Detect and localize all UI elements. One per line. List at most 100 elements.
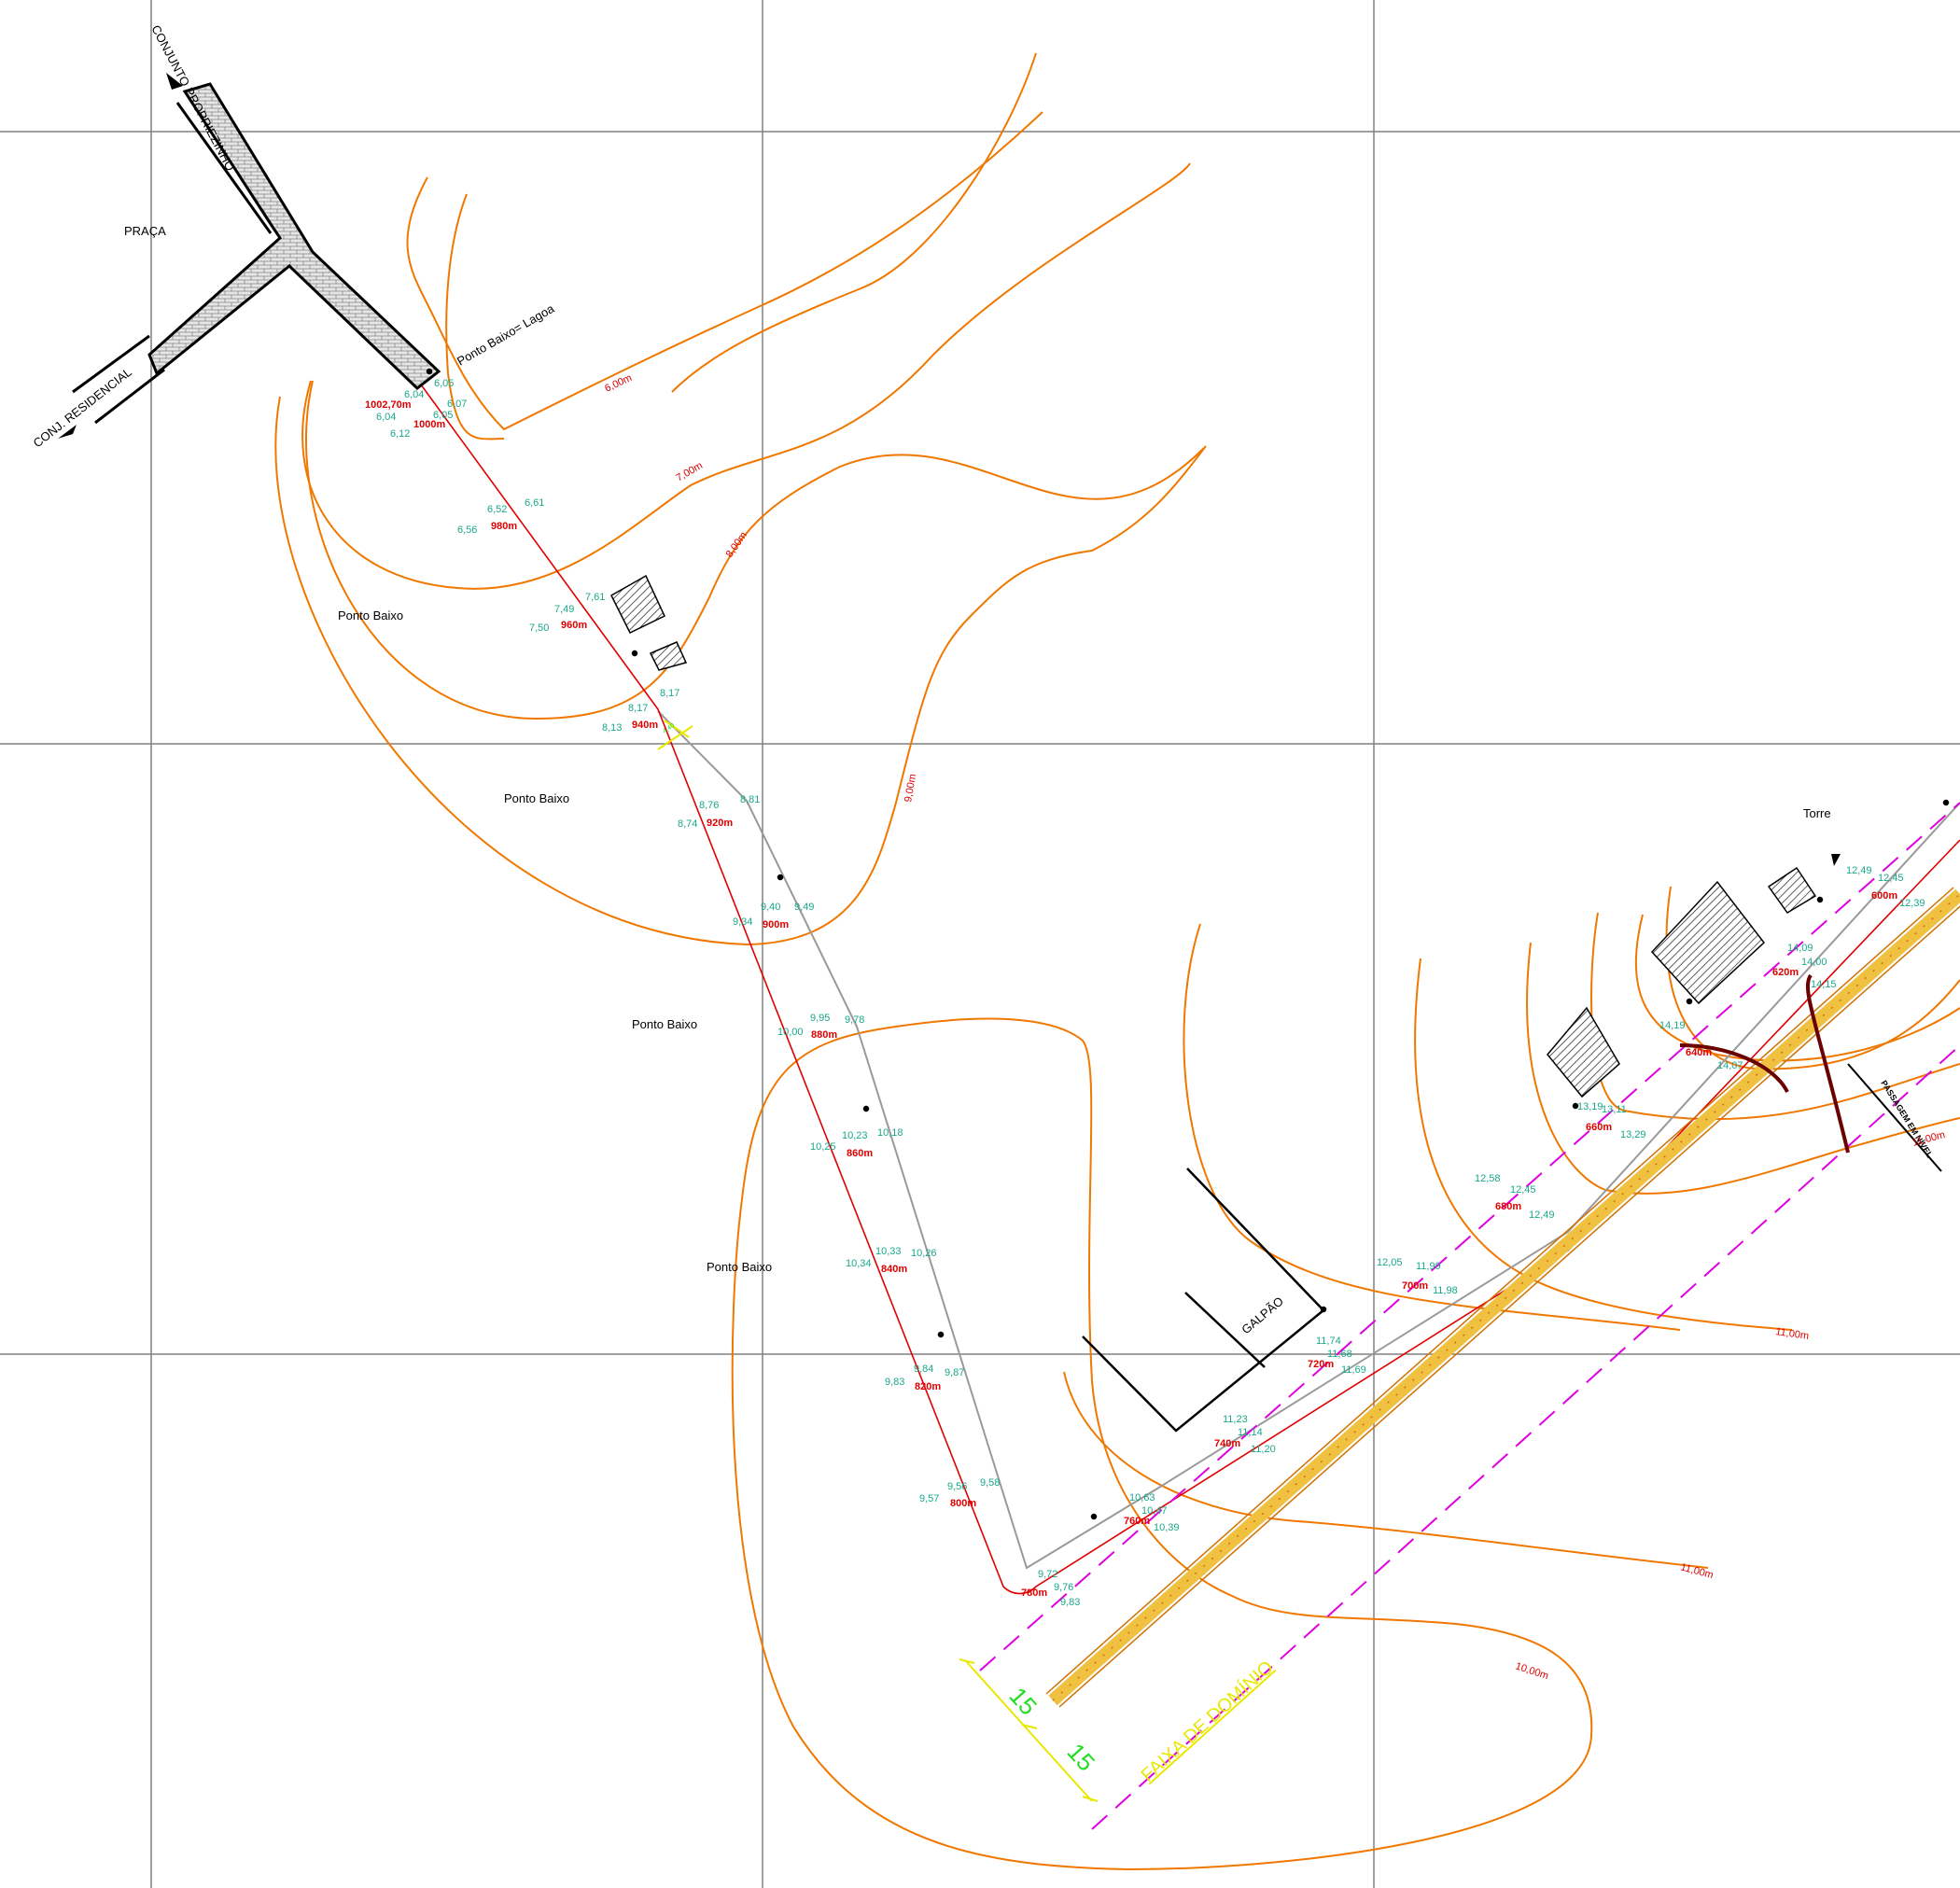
elevation-label: 9,58 [980, 1477, 1000, 1489]
ponto-baixo-label-3: Ponto Baixo [632, 1017, 697, 1031]
elevation-label: 9,49 [794, 902, 814, 913]
contour-label-9: 9,00m [903, 773, 918, 803]
station-800: 800m [950, 1498, 976, 1509]
elevation-label: 10,23 [842, 1130, 868, 1141]
station-680: 680m [1495, 1201, 1521, 1212]
elevation-label: 8,17 [660, 688, 679, 699]
elevation-label: 12,45 [1510, 1184, 1536, 1196]
contour-10m [731, 1017, 1593, 1871]
elevation-label: 12,49 [1529, 1210, 1555, 1221]
elevation-label: 6,04 [404, 389, 424, 400]
contour-11m-a [1183, 923, 1681, 1331]
elevation-label: 6,07 [447, 399, 467, 410]
contour-6m [406, 111, 1043, 431]
elevation-label: 11,99 [1416, 1261, 1441, 1272]
ponto-baixo-label-1: Ponto Baixo [338, 608, 403, 622]
elevation-label: 12,39 [1899, 898, 1925, 909]
galpao: GALPÃO [1082, 1168, 1325, 1433]
contour-11m-b [1414, 958, 1793, 1331]
station-620: 620m [1772, 967, 1799, 978]
station-940: 940m [632, 720, 658, 731]
passagem-em-nivel: PASSAGEM EM NÍVEL [1679, 973, 1942, 1172]
elevation-label: 9,83 [1060, 1597, 1080, 1608]
station-600: 600m [1871, 890, 1897, 902]
station-980: 980m [491, 521, 517, 532]
contour-lines [274, 52, 1960, 1871]
conjunto-label: CONJUNTO PROPRIEZINHO [148, 22, 237, 173]
station-740: 740m [1214, 1438, 1240, 1449]
contour-label-11b: 11,00m [1775, 1326, 1810, 1342]
elevation-label: 6,12 [390, 428, 410, 440]
elevation-label: 10,47 [1141, 1505, 1168, 1517]
elevation-label: 6,05 [433, 410, 453, 421]
contour-label-11a: 11,00m [1679, 1561, 1715, 1581]
station-900: 900m [763, 919, 789, 930]
elevation-label: 10,33 [875, 1246, 902, 1257]
elevation-label: 6,04 [376, 412, 396, 423]
road-centerline [657, 710, 1960, 1570]
elevation-label: 10,39 [1154, 1522, 1180, 1533]
contour-8m [305, 380, 1205, 720]
elevation-label: 8,74 [678, 818, 697, 830]
contour-upper-1 [1590, 912, 1960, 1121]
station-960: 960m [561, 620, 587, 631]
ponto-baixo-lagoa-label: Ponto Baixo= Lagoa [455, 301, 557, 368]
alignment [417, 380, 1960, 1595]
elevation-label: 13,29 [1620, 1129, 1646, 1140]
conj-residencial-label: CONJ. RESIDENCIAL [31, 365, 134, 450]
elevation-label: 11,23 [1223, 1414, 1248, 1425]
streets [58, 73, 441, 439]
elevation-label: 11,14 [1238, 1427, 1263, 1438]
station-880: 880m [811, 1029, 837, 1041]
praca-label: PRAÇA [124, 224, 166, 238]
elevation-label: 7,61 [585, 592, 605, 603]
station-860: 860m [847, 1148, 873, 1159]
elevation-label: 9,95 [810, 1013, 830, 1024]
elevation-label: 14,15 [1811, 979, 1837, 990]
elevation-label: 11,68 [1327, 1349, 1352, 1360]
station-760: 760m [1124, 1516, 1150, 1527]
contour-9m [274, 396, 1207, 946]
elevation-label: 9,87 [945, 1367, 964, 1378]
contour-label-10: 10,00m [1514, 1660, 1550, 1682]
contour-label-8: 8,00m [724, 530, 749, 560]
station-820: 820m [915, 1381, 941, 1392]
contour-7m-inner [671, 52, 1037, 393]
contour-7m [301, 162, 1191, 590]
elevation-label: 6,56 [457, 524, 477, 536]
elevation-label: 14,00 [1801, 957, 1827, 968]
contour-11m-d [1063, 1371, 1709, 1569]
dimension-15-a: 15 [1004, 1682, 1043, 1721]
dimension-lines [657, 720, 1099, 1802]
elevation-label: 9,72 [1038, 1569, 1057, 1580]
elevation-label: 10,34 [846, 1258, 872, 1269]
elevation-label: 9,84 [914, 1364, 933, 1375]
elevation-label: 12,05 [1377, 1257, 1403, 1268]
station-640: 640m [1686, 1047, 1712, 1058]
elevation-label: 10,18 [877, 1127, 903, 1139]
elevation-label: 7,50 [529, 622, 549, 634]
elevation-label: 8,76 [699, 800, 719, 811]
elevation-label: 14,19 [1659, 1020, 1686, 1031]
station-1000: 1000m [413, 419, 445, 430]
station-720: 720m [1308, 1359, 1334, 1370]
elevation-label: 13,11 [1602, 1104, 1627, 1115]
elevation-label: 9,57 [919, 1493, 939, 1504]
elevation-label: 14,09 [1787, 943, 1813, 954]
torre-label: Torre [1803, 806, 1831, 820]
elevation-label: 11,98 [1433, 1285, 1458, 1296]
galpao-label: GALPÃO [1239, 1294, 1286, 1336]
contour-6m-inner [445, 193, 505, 441]
elevation-label: 6,52 [487, 504, 507, 515]
elevation-label: 6,61 [525, 497, 544, 509]
elevation-label: 12,45 [1878, 873, 1904, 884]
station-700: 700m [1402, 1280, 1428, 1292]
elevation-label: 9,34 [733, 916, 752, 928]
elevation-label: 6,05 [434, 378, 454, 389]
torre-marker [1831, 854, 1841, 866]
elevation-label: 9,78 [845, 1014, 864, 1026]
station-660: 660m [1586, 1122, 1612, 1133]
dimension-15-b: 15 [1062, 1738, 1101, 1777]
ponto-baixo-label-2: Ponto Baixo [504, 791, 569, 805]
passagem-label: PASSAGEM EM NÍVEL [1879, 1079, 1935, 1160]
